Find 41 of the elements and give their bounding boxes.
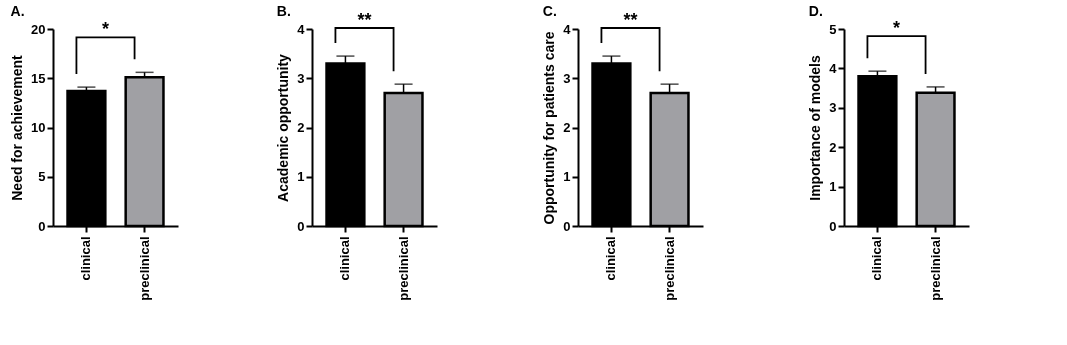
y-tick-label: 1 (829, 179, 837, 195)
annotation: * (101, 19, 110, 40)
y-tick-label: 0 (297, 218, 305, 234)
x-tick-label: preclinical (136, 236, 152, 301)
annotation: ** (623, 10, 638, 30)
x-tick-label: preclinical (927, 236, 943, 301)
x-tick-label: clinical (869, 236, 885, 281)
chart-title: D. (808, 3, 823, 19)
y-tick-label: 5 (829, 21, 837, 37)
y-axis-title: Opportunity for patients care (541, 31, 558, 225)
y-tick-label: 20 (31, 21, 46, 37)
y-tick-label: 0 (563, 218, 571, 234)
y-tick-label: 5 (38, 169, 46, 185)
y-tick-label: 1 (563, 169, 571, 185)
y-tick-label: 0 (829, 218, 837, 234)
annotation: ** (357, 10, 372, 30)
x-tick-label: preclinical (661, 236, 677, 301)
y-axis-title: Academic opportunity (275, 53, 292, 202)
x-tick-label: clinical (603, 236, 619, 281)
y-tick-label: 4 (563, 21, 572, 37)
x-tick-label: preclinical (395, 236, 411, 301)
y-tick-label: 2 (563, 120, 571, 135)
y-axis-title: Importance of models (807, 55, 824, 201)
x-tick-label: clinical (337, 236, 353, 281)
y-axis-title: Need for achievement (9, 54, 26, 201)
y-tick-label: 4 (297, 21, 306, 37)
chart-title: B. (276, 3, 291, 19)
chart-title: C. (542, 3, 557, 19)
y-tick-label: 3 (297, 70, 305, 86)
y-tick-label: 2 (297, 120, 305, 135)
y-tick-label: 2 (829, 139, 837, 155)
y-tick-label: 10 (31, 120, 46, 135)
y-tick-label: 0 (38, 218, 46, 234)
x-tick-label: clinical (78, 236, 94, 281)
y-tick-label: 1 (297, 169, 305, 185)
y-tick-label: 4 (829, 60, 838, 76)
y-tick-label: 3 (829, 100, 837, 116)
annotation: * (892, 18, 901, 39)
y-tick-label: 3 (563, 70, 571, 86)
y-tick-label: 15 (31, 70, 46, 86)
chart-title: A. (10, 3, 25, 19)
